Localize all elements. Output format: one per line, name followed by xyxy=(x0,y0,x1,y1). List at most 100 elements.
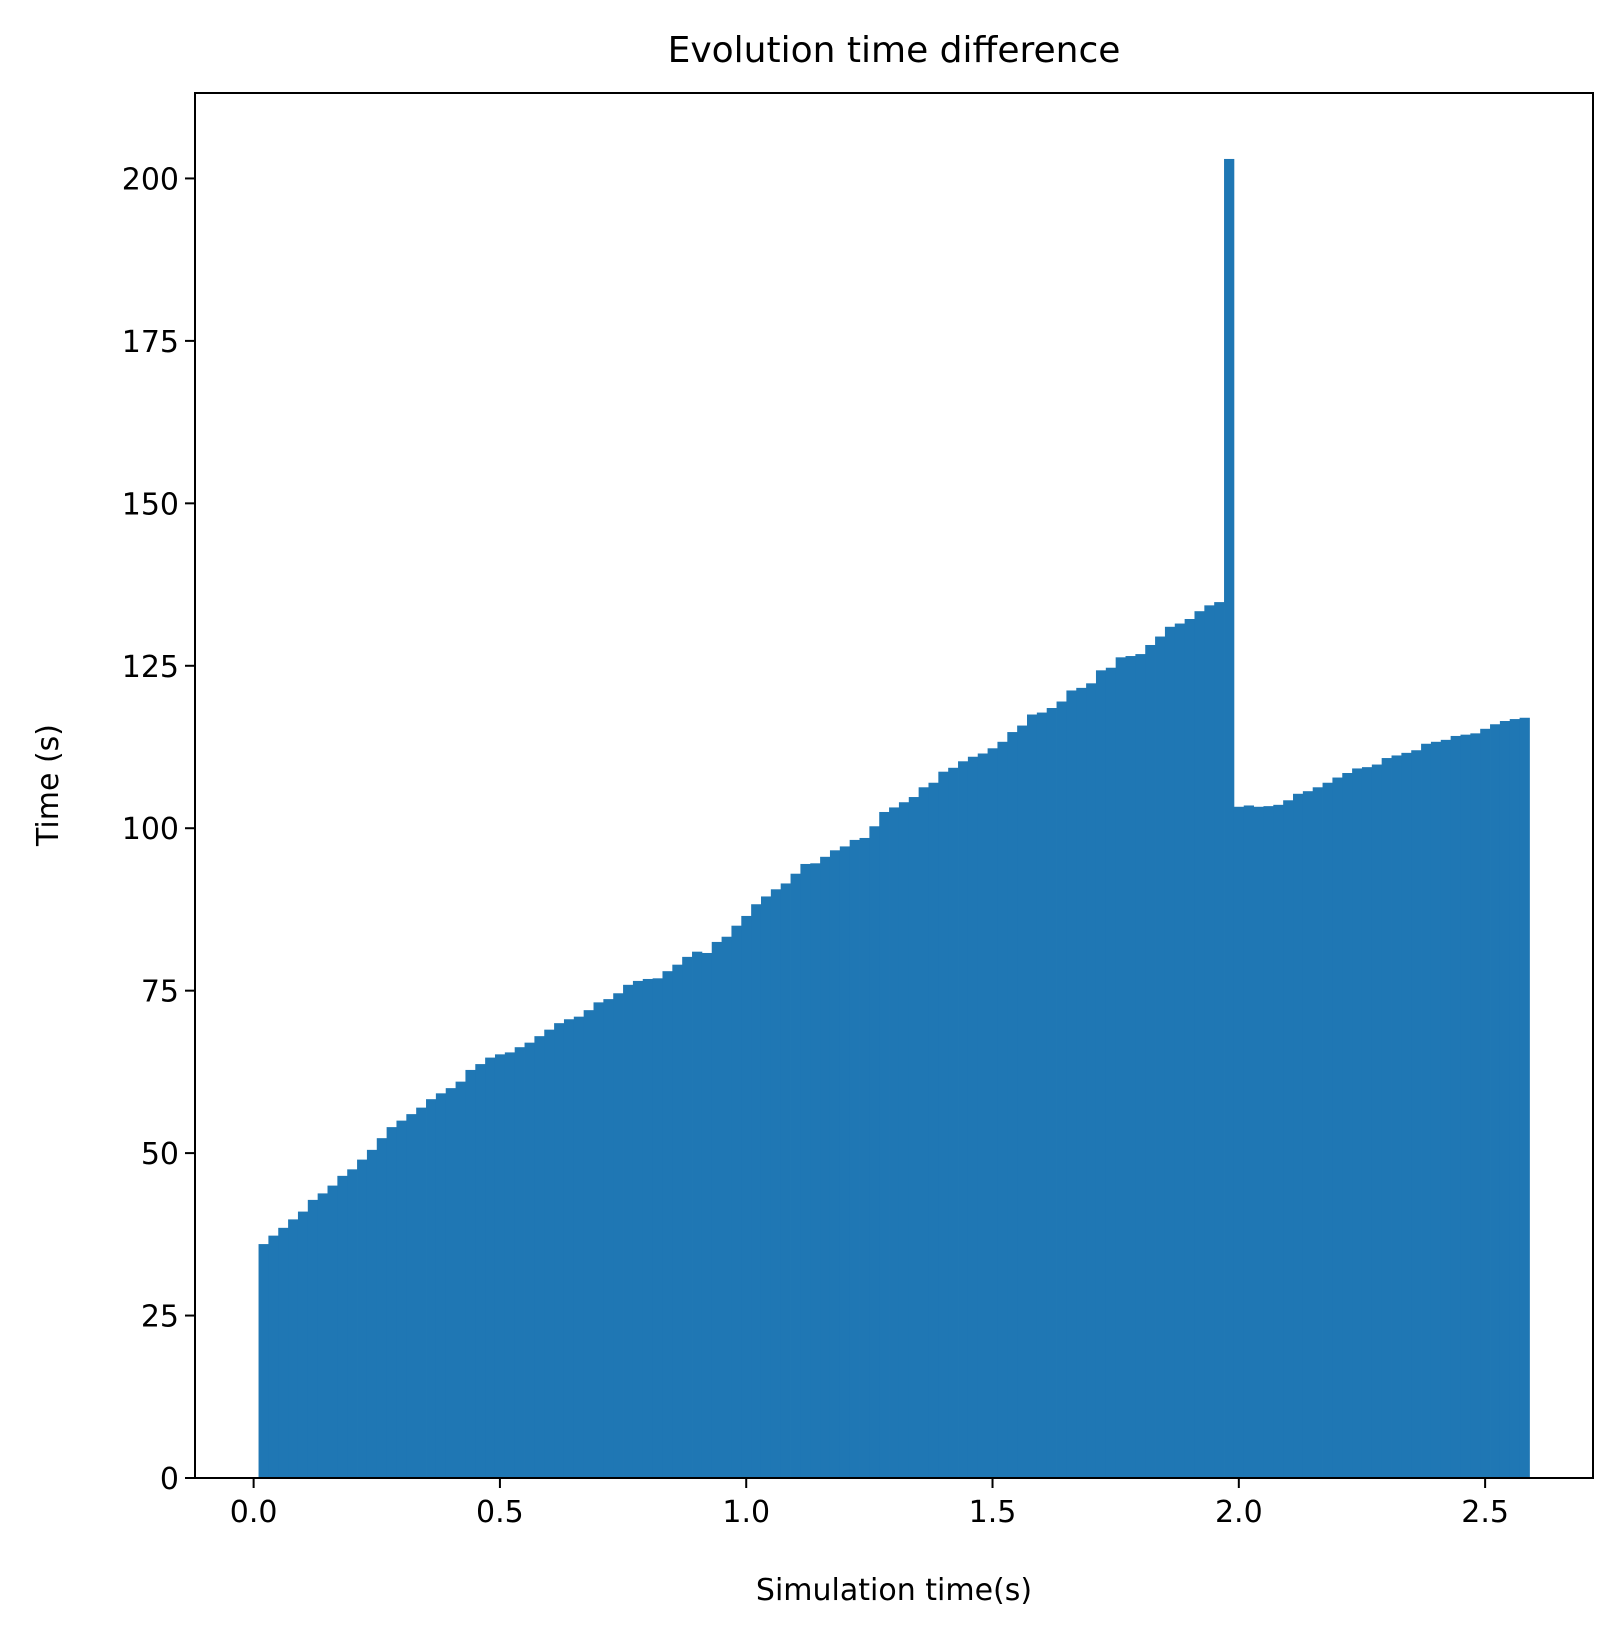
bar xyxy=(948,767,959,1478)
bar xyxy=(1224,158,1235,1478)
bar xyxy=(682,956,693,1478)
bar xyxy=(1509,719,1521,1478)
x-tick-label: 0.5 xyxy=(476,1495,524,1530)
bar xyxy=(760,896,772,1478)
bar xyxy=(278,1227,289,1478)
bar xyxy=(1105,667,1117,1478)
bar xyxy=(475,1064,486,1478)
bar xyxy=(987,748,998,1478)
bar xyxy=(672,964,683,1478)
bar xyxy=(652,978,663,1478)
bar xyxy=(1046,708,1057,1478)
bar xyxy=(829,850,841,1478)
bar xyxy=(839,846,851,1478)
bar xyxy=(1194,611,1205,1478)
bar xyxy=(1490,724,1501,1478)
bar xyxy=(465,1069,476,1478)
bar xyxy=(593,1002,604,1478)
x-tick-label: 1.5 xyxy=(969,1495,1017,1530)
bar xyxy=(583,1010,594,1478)
bar xyxy=(416,1107,427,1478)
bar xyxy=(1017,725,1028,1478)
bar xyxy=(563,1019,575,1478)
bar xyxy=(859,837,870,1478)
bar xyxy=(1401,752,1412,1478)
bar xyxy=(1036,712,1048,1478)
bar xyxy=(1293,793,1304,1478)
y-tick-label: 0 xyxy=(160,1462,179,1497)
bar xyxy=(534,1036,545,1478)
bar xyxy=(889,807,900,1478)
bar xyxy=(1076,687,1087,1478)
bar xyxy=(386,1127,397,1478)
bar xyxy=(1095,670,1107,1478)
bar xyxy=(1253,806,1264,1478)
bar xyxy=(1391,755,1402,1478)
bar xyxy=(554,1023,565,1478)
bar xyxy=(1440,739,1452,1478)
bar xyxy=(1361,767,1373,1478)
bar xyxy=(967,756,979,1478)
plot-frame xyxy=(194,92,1594,1479)
bar xyxy=(790,873,801,1478)
bar xyxy=(1263,806,1274,1478)
bar xyxy=(1470,733,1481,1478)
bar xyxy=(613,993,624,1478)
bar xyxy=(1519,717,1530,1478)
bar xyxy=(1145,644,1156,1478)
bar xyxy=(347,1169,358,1478)
bar xyxy=(928,782,939,1478)
y-tick-label: 25 xyxy=(141,1300,179,1335)
bar xyxy=(1135,654,1146,1478)
bar xyxy=(1342,772,1353,1478)
bar xyxy=(268,1235,279,1478)
bar xyxy=(662,971,673,1478)
bar xyxy=(1243,805,1254,1478)
x-tick-label: 1.0 xyxy=(722,1495,770,1530)
x-tick-label: 0.0 xyxy=(230,1495,278,1530)
bar xyxy=(1204,605,1215,1478)
y-tick-label: 100 xyxy=(122,812,179,847)
bar xyxy=(1312,787,1323,1478)
bar xyxy=(1056,701,1067,1478)
y-tick-label: 175 xyxy=(122,325,179,360)
bar xyxy=(603,999,614,1478)
bar xyxy=(1499,721,1511,1478)
bar xyxy=(366,1149,378,1478)
bar xyxy=(879,811,890,1478)
bar xyxy=(1371,764,1383,1478)
bar xyxy=(455,1081,466,1478)
bar xyxy=(1027,714,1038,1478)
bar xyxy=(1302,791,1314,1478)
bar xyxy=(524,1042,535,1478)
bar xyxy=(908,797,920,1478)
bar xyxy=(1430,741,1442,1478)
bar xyxy=(1007,732,1018,1478)
bar xyxy=(741,915,752,1478)
bar xyxy=(297,1211,309,1478)
bar xyxy=(849,839,860,1478)
bar xyxy=(701,952,713,1478)
bar xyxy=(711,941,722,1478)
bar xyxy=(504,1052,516,1478)
bar xyxy=(396,1120,407,1478)
bar xyxy=(918,787,929,1478)
bar xyxy=(642,978,654,1478)
bar xyxy=(258,1244,269,1478)
bar xyxy=(406,1114,417,1478)
bar xyxy=(1421,743,1432,1478)
bar xyxy=(573,1016,585,1478)
bar xyxy=(751,904,762,1478)
y-tick-label: 150 xyxy=(122,487,179,522)
bar xyxy=(317,1193,328,1478)
bar xyxy=(770,889,782,1478)
bar xyxy=(1066,690,1077,1478)
bar xyxy=(337,1175,348,1478)
bar xyxy=(958,761,969,1478)
bar xyxy=(938,771,949,1478)
bar xyxy=(731,925,742,1478)
bar xyxy=(1460,734,1471,1478)
bar xyxy=(1174,623,1186,1478)
x-axis-label: Simulation time(s) xyxy=(756,1573,1032,1608)
